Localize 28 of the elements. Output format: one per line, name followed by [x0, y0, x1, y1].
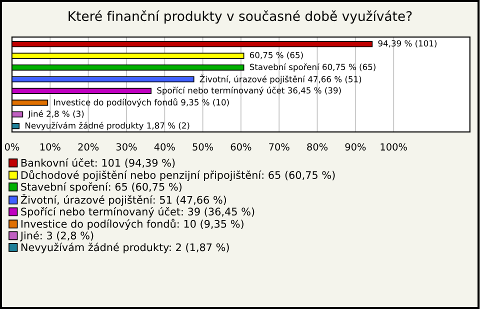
- x-tick-label: 90%: [345, 143, 366, 151]
- legend-label: Stavební spoření: 65 (60,75 %): [21, 182, 182, 193]
- legend-label: Důchodové pojištění nebo penzijní připojištění: 65 (60,75 %): [21, 170, 335, 181]
- data-label: Stavební spoření 60,75 % (65): [250, 63, 376, 72]
- legend-label: Nevyužívám žádné produkty: 2 (1,87 %): [21, 242, 229, 254]
- legend-label: Bankovní účet: 101 (94,39 %): [21, 158, 175, 168]
- data-label: Jiné 2,8 % (3): [28, 110, 84, 118]
- x-tick-label: 80%: [307, 143, 328, 151]
- data-label: 60,75 % (65): [250, 52, 303, 60]
- x-tick-label: 10%: [40, 143, 60, 151]
- x-tick-label: 40%: [154, 143, 175, 151]
- x-tick-label: 30%: [116, 143, 137, 151]
- legend-label: Životní, úrazové pojištění: 51 (47,66 %): [20, 194, 226, 206]
- data-label: 94,39 % (101): [378, 40, 437, 48]
- legend-label: Spořící nebo termínovaný účet: 39 (36,45 %): [21, 207, 254, 218]
- data-label: Spořící nebo termínovaný účet 36,45 % (39): [157, 86, 341, 96]
- x-tick-label: 60%: [230, 143, 252, 151]
- data-label: Nevyužívám žádné produkty 1,87 % (2): [26, 122, 190, 130]
- data-label: Investice do podílových fondů 9,35 % (10): [54, 98, 229, 108]
- x-tick-label: 70%: [269, 143, 290, 151]
- legend-label: Investice do podílových fondů: 10 (9,35 %): [21, 218, 244, 230]
- x-tick-label: 20%: [78, 143, 99, 151]
- x-tick-label: 50%: [192, 143, 214, 151]
- data-label: Životní, úrazové pojištění 47,66 % (51): [200, 74, 362, 84]
- x-tick-label: 0%: [4, 143, 20, 151]
- x-tick-label: 100%: [380, 143, 407, 151]
- legend-label: Jiné: 3 (2,8 %): [20, 230, 94, 242]
- chart-title: Které finanční produkty v současné době využíváte?: [68, 10, 412, 24]
